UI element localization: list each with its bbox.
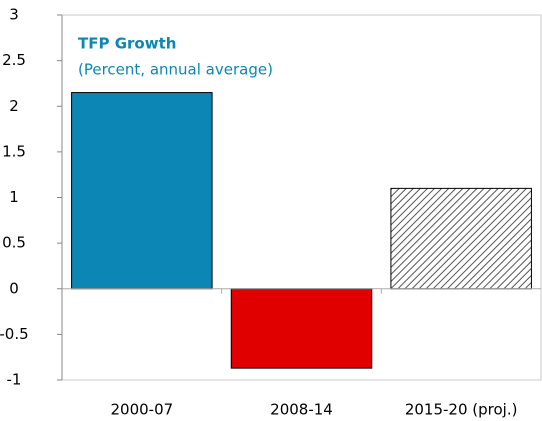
bar — [230, 288, 373, 369]
x-tick-label: 2015-20 (proj.) — [405, 401, 518, 419]
bar — [390, 187, 532, 290]
y-tick-label: 2.5 — [2, 51, 26, 69]
y-tick-label: -1 — [7, 371, 22, 389]
y-tick-label: -0.5 — [0, 325, 29, 343]
chart-subtitle: (Percent, annual average) — [78, 61, 273, 79]
x-tick-label: 2008-14 — [270, 401, 333, 419]
chart-title: TFP Growth — [78, 35, 176, 53]
y-tick-label: 3 — [9, 6, 19, 24]
y-tick-label: 0 — [9, 279, 19, 297]
y-tick-label: 1 — [9, 188, 19, 206]
y-tick-label: 2 — [9, 97, 19, 115]
y-tick-label: 1.5 — [2, 142, 26, 160]
x-tick-label: 2000-07 — [110, 401, 173, 419]
bar — [71, 92, 213, 290]
y-tick-label: 0.5 — [2, 234, 26, 252]
